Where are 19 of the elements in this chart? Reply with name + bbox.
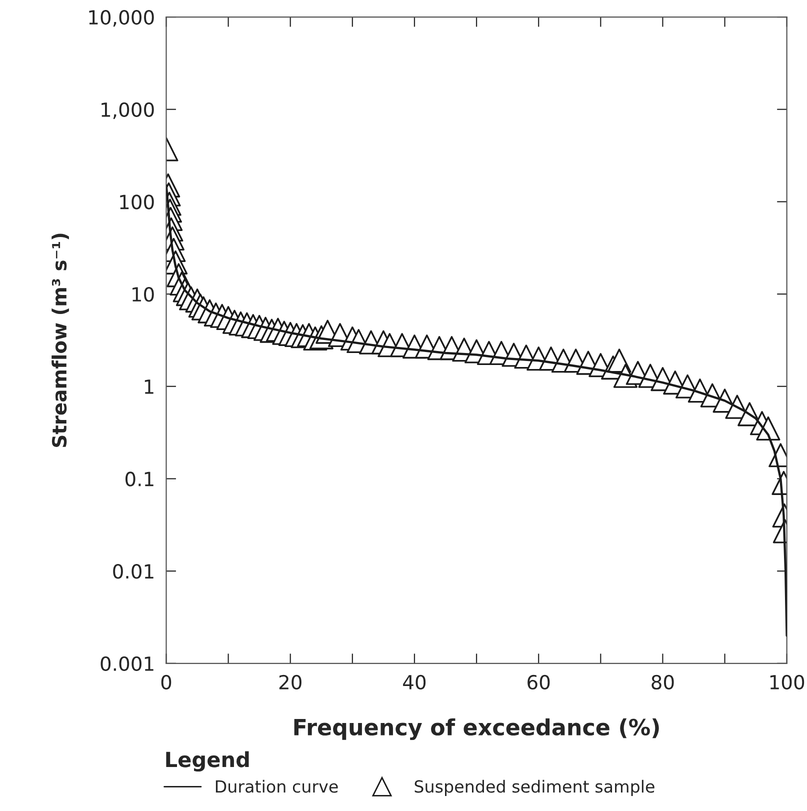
y-tick-label: 0.001 <box>100 656 154 672</box>
legend-label: Duration curve <box>216 780 338 793</box>
x-tick-label: 20 <box>279 674 302 690</box>
x-axis-title: Frequency of exceedance (%) <box>294 718 659 740</box>
legend-title: Legend <box>166 751 249 772</box>
x-tick-label: 0 <box>161 674 172 690</box>
x-tick-label: 100 <box>770 674 804 690</box>
x-tick-label: 80 <box>652 674 674 690</box>
y-tick-label: 10 <box>132 287 154 302</box>
y-tick-label: 0.01 <box>113 564 154 579</box>
y-tick-label: 0.1 <box>125 472 154 486</box>
y-tick-label: 10,000 <box>89 10 154 27</box>
y-tick-label: 1 <box>144 380 154 394</box>
legend-label: Suspended sediment sample <box>414 780 654 796</box>
y-tick-label: 1,000 <box>102 102 154 120</box>
x-tick-label: 40 <box>403 674 426 690</box>
y-axis-title: Streamflow (m³ s⁻¹) <box>52 234 69 447</box>
x-tick-label: 60 <box>528 674 550 690</box>
y-tick-label: 100 <box>120 194 154 210</box>
